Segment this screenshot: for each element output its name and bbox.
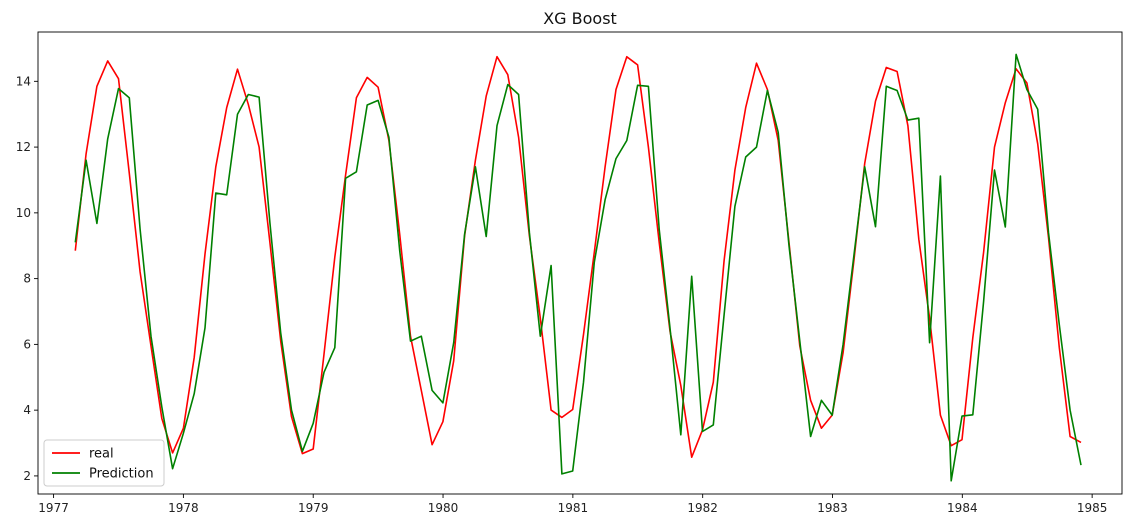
- x-tick-label: 1977: [38, 501, 69, 515]
- y-tick-label: 2: [23, 469, 31, 483]
- y-tick-label: 4: [23, 403, 31, 417]
- x-tick-label: 1982: [687, 501, 718, 515]
- x-tick-label: 1979: [298, 501, 329, 515]
- chart-title: XG Boost: [543, 9, 617, 28]
- x-tick-label: 1985: [1077, 501, 1108, 515]
- x-tick-label: 1978: [168, 501, 199, 515]
- x-tick-label: 1981: [558, 501, 589, 515]
- y-tick-label: 12: [16, 140, 31, 154]
- x-tick-label: 1983: [817, 501, 848, 515]
- y-tick-label: 8: [23, 272, 31, 286]
- y-tick-label: 14: [16, 74, 31, 88]
- legend: real Prediction: [43, 439, 165, 487]
- legend-label-prediction: Prediction: [89, 467, 154, 482]
- y-tick-label: 10: [16, 206, 31, 220]
- legend-label-real: real: [89, 447, 114, 462]
- series-line-real: [74, 55, 1082, 459]
- legend-box: [43, 439, 165, 487]
- x-tick-label: 1980: [428, 501, 459, 515]
- series-line-prediction: [74, 53, 1082, 482]
- y-tick-label: 6: [23, 337, 31, 351]
- axes-frame: [37, 31, 1123, 495]
- x-tick-label: 1984: [947, 501, 978, 515]
- plot-area: 1977 1978 1979 1980 1981 1982 1983 1984 1985 2 4 6 8…: [16, 31, 1123, 515]
